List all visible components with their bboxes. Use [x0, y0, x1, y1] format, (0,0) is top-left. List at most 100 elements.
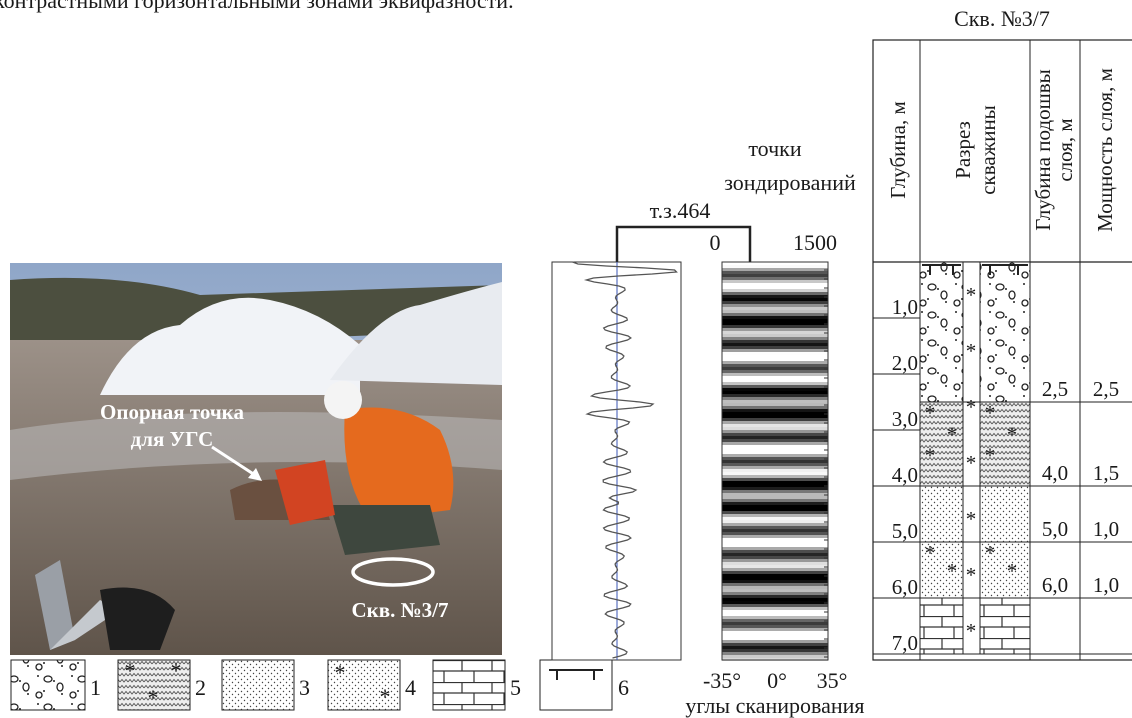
star: * — [985, 541, 996, 565]
depth-label: 5,0 — [892, 519, 918, 543]
layer-bottom: 6,0 — [1042, 573, 1068, 597]
radar-stripe — [722, 577, 828, 580]
star: * — [966, 507, 977, 531]
angle-label: 0° — [767, 668, 787, 693]
radar-stripe — [722, 478, 828, 481]
legend-swatch — [433, 660, 505, 710]
radar-stripe — [722, 601, 828, 604]
radar-stripe — [722, 457, 828, 460]
page: { "caption_fragment": "контрастными гори… — [0, 0, 1132, 718]
photo-label: для УГС — [131, 427, 214, 451]
radar-stripe — [722, 400, 828, 403]
star: * — [171, 658, 182, 683]
radar-stripe — [722, 289, 828, 292]
helmet — [324, 381, 362, 419]
radar-stripe — [722, 541, 828, 544]
photo-label: Опорная точка — [100, 400, 244, 424]
radar-stripe — [722, 349, 828, 352]
radar-stripe — [722, 544, 828, 547]
radar-stripe — [722, 556, 828, 559]
radar-stripe — [722, 559, 828, 562]
star: * — [966, 451, 977, 475]
radar-stripe — [722, 523, 828, 526]
radar-stripe — [722, 511, 828, 514]
radar-stripe — [722, 274, 828, 277]
radar-stripe — [722, 613, 828, 616]
radar-stripe — [722, 484, 828, 487]
header: Глубина, м — [886, 101, 910, 199]
star: * — [125, 658, 136, 683]
radar-stripe — [722, 607, 828, 610]
radar-stripe — [722, 598, 828, 601]
radar-stripe — [722, 574, 828, 577]
radar-stripe — [722, 493, 828, 496]
radar-stripe — [722, 337, 828, 340]
radar-stripe — [722, 652, 828, 655]
radar-stripe — [722, 535, 828, 538]
radar-stripe — [722, 313, 828, 316]
radar-stripe — [722, 379, 828, 382]
scale-label: 1500 — [793, 230, 837, 255]
radar-stripe — [722, 268, 828, 271]
layer — [920, 598, 963, 654]
radar-stripe — [722, 271, 828, 274]
photo: Опорная точка для УГС Скв. №3/7 — [10, 263, 502, 655]
radar-stripe — [722, 643, 828, 646]
legend-label: 3 — [299, 675, 310, 700]
star: * — [335, 660, 346, 685]
radar-stripe — [722, 604, 828, 607]
radar-stripe — [722, 391, 828, 394]
radar-stripe — [722, 373, 828, 376]
star: * — [925, 444, 936, 468]
star: * — [925, 401, 936, 425]
radar-stripe — [722, 421, 828, 424]
radar-stripe — [722, 571, 828, 574]
star: * — [985, 444, 996, 468]
radar-stripe — [722, 592, 828, 595]
radar-stripe — [722, 532, 828, 535]
layer — [980, 262, 1030, 402]
radar-stripe — [722, 553, 828, 556]
radar-stripe — [722, 277, 828, 280]
angle-label: 35° — [817, 668, 848, 693]
radar-stripe — [722, 301, 828, 304]
radar-stripe — [722, 610, 828, 613]
radar-stripe — [722, 406, 828, 409]
layer — [980, 598, 1030, 654]
header: Мощность слоя, м — [1093, 68, 1117, 232]
scale-label: 0 — [710, 230, 721, 255]
layer-bottom: 2,5 — [1042, 377, 1068, 401]
layer — [980, 486, 1030, 542]
radar-stripe — [722, 433, 828, 436]
layer-thickness: 2,5 — [1093, 377, 1119, 401]
radar-stripe — [722, 550, 828, 553]
legend-swatch — [540, 660, 612, 710]
radar-stripe — [722, 586, 828, 589]
radar-stripe — [722, 517, 828, 520]
legend-swatch — [222, 660, 294, 710]
legend-label: 4 — [405, 675, 416, 700]
radar-stripe — [722, 286, 828, 289]
star: * — [966, 619, 977, 643]
bracket — [617, 227, 750, 262]
star: * — [380, 684, 391, 709]
radar-stripe — [722, 463, 828, 466]
radar-stripe — [722, 316, 828, 319]
radar-stripe — [722, 361, 828, 364]
profile: точки зондирований т.з.464 0 1500 -35° 0… — [552, 136, 865, 718]
radar-stripe — [722, 334, 828, 337]
profile-title: зондирований — [724, 170, 856, 195]
radar-stripe — [722, 508, 828, 511]
layer-thickness: 1,0 — [1093, 517, 1119, 541]
depth-label: 6,0 — [892, 575, 918, 599]
radar-stripe — [722, 418, 828, 421]
radar-stripe — [722, 451, 828, 454]
photo-label: Скв. №3/7 — [351, 598, 448, 622]
radar-stripe — [722, 352, 828, 355]
star: * — [966, 339, 977, 363]
radar-stripe — [722, 640, 828, 643]
radar-stripe — [722, 625, 828, 628]
radar-stripe — [722, 649, 828, 652]
radar-stripe — [722, 637, 828, 640]
radar-stripe — [722, 346, 828, 349]
